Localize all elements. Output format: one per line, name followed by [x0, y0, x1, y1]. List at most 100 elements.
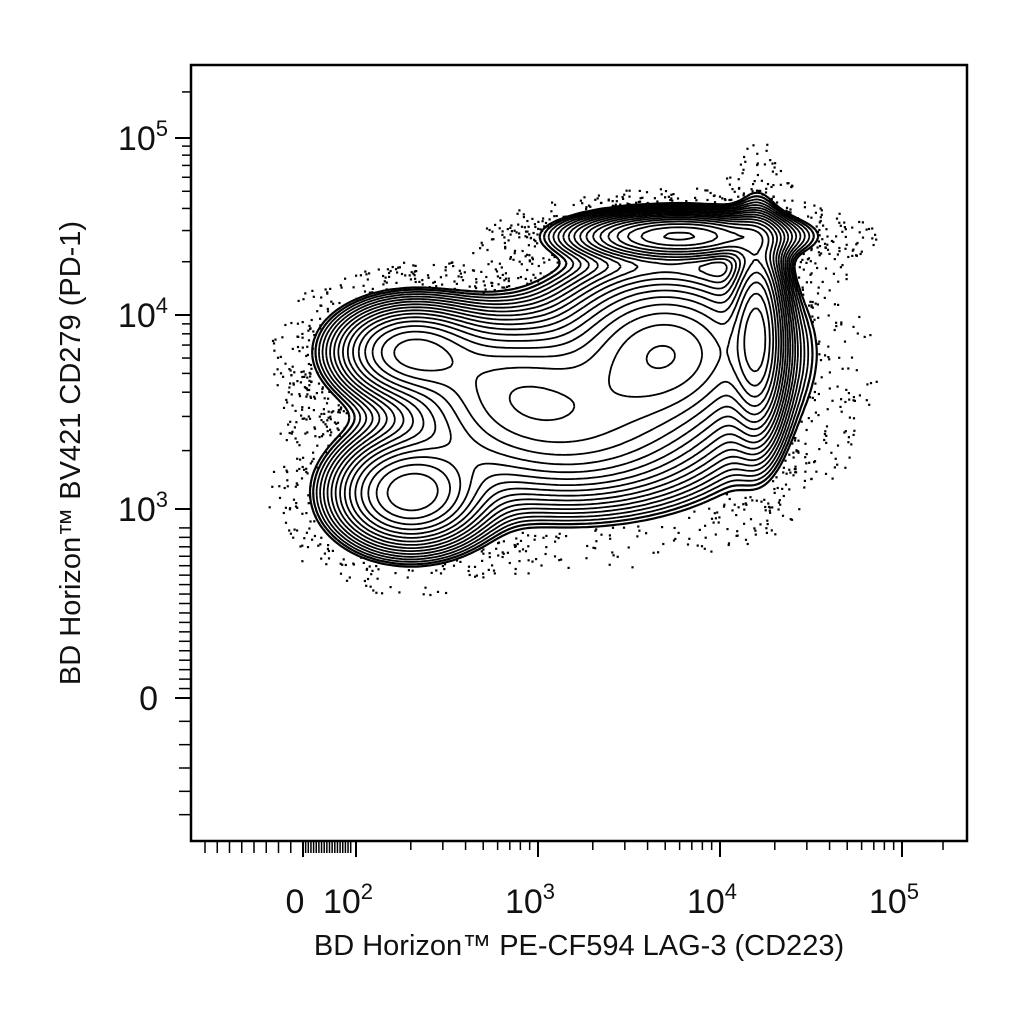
event-dot: [838, 221, 841, 224]
event-dot: [514, 567, 517, 571]
event-dot: [501, 555, 504, 559]
event-dot: [840, 410, 843, 413]
event-dot: [661, 526, 664, 529]
event-dot: [352, 286, 355, 289]
event-dot: [276, 356, 280, 359]
event-dot: [329, 418, 332, 421]
event-dot: [344, 277, 347, 280]
contour-level-10: [343, 213, 789, 543]
event-dot: [534, 240, 537, 243]
event-dot: [284, 362, 287, 365]
event-dot: [827, 345, 830, 348]
event-dot: [400, 272, 404, 276]
event-dot: [439, 572, 443, 575]
event-dot: [737, 506, 740, 509]
event-dot: [418, 280, 421, 283]
event-dot: [313, 426, 316, 429]
event-dot: [397, 266, 400, 269]
event-dot: [520, 225, 524, 228]
event-dot: [672, 193, 675, 196]
event-dot: [292, 536, 295, 539]
event-dot: [859, 252, 862, 256]
event-dot: [824, 472, 828, 475]
event-dot: [664, 196, 667, 199]
event-dot: [700, 545, 704, 548]
event-dot: [782, 466, 785, 469]
event-dot: [534, 534, 537, 537]
event-dot: [305, 354, 308, 358]
event-dot: [312, 451, 315, 454]
event-dot: [764, 505, 767, 509]
event-dot: [843, 221, 846, 224]
event-dot: [485, 275, 488, 279]
event-dot: [768, 506, 772, 509]
event-dot: [674, 537, 677, 540]
event-dot: [363, 579, 366, 583]
event-dot: [291, 404, 294, 407]
event-dot: [866, 383, 869, 386]
event-dot: [839, 266, 842, 269]
event-dot: [821, 238, 824, 241]
event-dot: [792, 456, 795, 459]
event-dot: [274, 338, 277, 341]
event-dot: [835, 321, 838, 324]
event-dot: [306, 393, 309, 396]
event-dot: [475, 281, 478, 284]
event-dot: [768, 509, 771, 512]
event-dot: [389, 269, 392, 273]
event-dot: [506, 228, 509, 231]
event-dot: [656, 200, 659, 203]
event-dot: [852, 417, 856, 420]
event-dot: [832, 240, 835, 243]
event-dot: [279, 432, 282, 435]
event-dot: [777, 501, 780, 504]
contour-lines: [308, 191, 820, 568]
event-dot: [294, 409, 297, 412]
event-dot: [824, 430, 827, 433]
event-dot: [818, 221, 821, 224]
event-dot: [848, 398, 851, 401]
event-dot: [660, 193, 663, 196]
event-dot: [302, 456, 305, 459]
event-dot: [455, 282, 458, 285]
event-dot: [843, 226, 846, 229]
event-dot: [808, 396, 812, 399]
event-dot: [708, 507, 711, 510]
event-dot: [752, 183, 755, 186]
event-dot: [746, 147, 749, 150]
event-dot: [377, 268, 380, 271]
event-dot: [844, 235, 847, 238]
event-dot: [296, 457, 299, 460]
event-dot: [292, 382, 295, 385]
event-dot: [825, 434, 828, 437]
event-dot: [670, 193, 673, 196]
event-dot: [786, 182, 789, 185]
event-dot: [843, 340, 847, 343]
event-dot: [284, 521, 288, 524]
event-dot: [586, 544, 589, 548]
event-dot: [294, 505, 298, 508]
x-axis-title: BD Horizon™ PE-CF594 LAG-3 (CD223): [314, 930, 844, 962]
event-dot: [359, 274, 362, 277]
event-dot: [811, 315, 814, 318]
event-dot: [824, 267, 828, 270]
event-dot: [325, 402, 329, 405]
event-dot: [527, 244, 530, 247]
event-dot: [335, 422, 338, 425]
event-dot: [826, 243, 829, 246]
event-dot: [411, 569, 414, 572]
event-dot: [540, 564, 543, 567]
event-dot: [342, 410, 345, 413]
event-dot: [404, 274, 407, 277]
event-dot: [735, 534, 738, 537]
event-dot: [712, 521, 715, 524]
event-dot: [314, 435, 317, 438]
event-dot: [435, 569, 438, 572]
event-dot: [389, 586, 392, 589]
event-dot: [488, 552, 491, 555]
event-dot: [521, 249, 524, 253]
event-dot: [818, 254, 821, 257]
event-dot: [821, 280, 824, 283]
event-dot: [820, 376, 823, 379]
event-dot: [698, 528, 701, 531]
